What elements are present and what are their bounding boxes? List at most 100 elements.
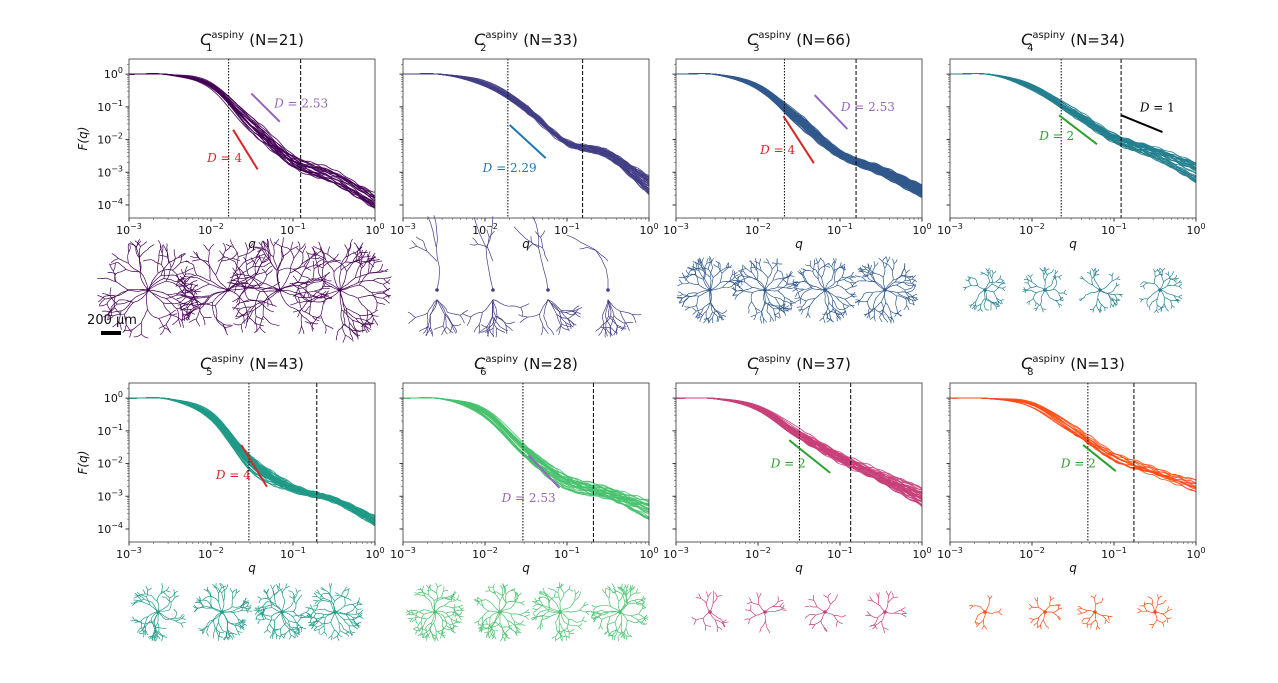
x-tick-label: 10−3 (937, 546, 963, 561)
neurite (1154, 283, 1160, 290)
neurite (569, 619, 577, 622)
neurite (781, 609, 786, 610)
neurite (271, 238, 274, 246)
neurite (992, 273, 994, 278)
neurite (473, 238, 478, 244)
neurite (708, 263, 710, 270)
neurite (832, 300, 833, 310)
data-curve (403, 74, 649, 193)
neurite (902, 613, 907, 614)
neurite (537, 606, 542, 610)
neurite (575, 596, 579, 600)
neurite (324, 617, 325, 625)
neurite (1031, 290, 1037, 293)
neurite (677, 284, 682, 286)
neurite (521, 304, 530, 308)
neurite (889, 591, 892, 596)
neurite (448, 312, 460, 315)
neurite (556, 638, 560, 640)
neurite (344, 598, 345, 606)
neurite (196, 284, 210, 290)
neurite (1113, 303, 1114, 307)
neurite (751, 315, 756, 317)
neurite (677, 295, 682, 296)
neurite (817, 607, 825, 612)
neurite (128, 252, 129, 263)
neurite (497, 592, 502, 595)
neurite (723, 310, 727, 313)
neurite (1031, 274, 1033, 277)
neurite (525, 612, 530, 613)
neurite (807, 281, 813, 289)
tick-exponent: 0 (926, 222, 931, 231)
neurite (302, 326, 304, 334)
tick-exponent: −3 (404, 546, 416, 555)
neurite (496, 316, 506, 323)
neurite (809, 599, 814, 600)
neurite (812, 624, 815, 629)
neurite (630, 616, 637, 620)
neurite (1146, 604, 1152, 605)
neuron-thumbnail (514, 217, 582, 336)
neurite (333, 636, 337, 638)
neuron-thumbnail (805, 593, 846, 631)
neurite (596, 605, 602, 607)
neurite (500, 637, 503, 641)
neurite (272, 634, 273, 639)
neurite (486, 620, 488, 625)
tick-exponent: −3 (404, 222, 416, 231)
neurite (321, 632, 325, 635)
neurite (289, 635, 291, 639)
neurite (838, 622, 843, 624)
neuron-thumbnail (130, 583, 186, 641)
neurite (753, 290, 765, 293)
neurite (784, 301, 791, 303)
neurite (222, 593, 224, 601)
neurite (559, 623, 560, 631)
neurite (462, 313, 471, 317)
neurite (324, 260, 333, 266)
neurite (291, 635, 295, 638)
neurite (244, 316, 245, 324)
neurite (175, 619, 181, 621)
neurite (301, 315, 302, 326)
neurite (827, 263, 831, 266)
neurite (992, 284, 998, 287)
neurite (537, 611, 541, 615)
neurite (231, 588, 233, 592)
neurite (293, 604, 296, 612)
neurite (230, 636, 232, 640)
neurite (444, 586, 445, 591)
neurite (358, 268, 361, 282)
neurite (357, 604, 362, 605)
title-count: (N=13) (1065, 355, 1124, 373)
neurite (313, 600, 318, 601)
neurite (617, 591, 623, 594)
neurite (544, 316, 549, 328)
neurite (414, 627, 418, 629)
neurite (253, 266, 264, 267)
neurite (770, 317, 771, 322)
neurite (1035, 598, 1038, 602)
neurite (235, 626, 238, 632)
neurite (326, 325, 333, 329)
neurite (692, 267, 697, 269)
neurite (220, 632, 225, 633)
neurite (151, 260, 161, 265)
neurite (421, 622, 422, 628)
neuron-thumbnail (692, 591, 729, 633)
neurite (340, 290, 358, 298)
neurite (271, 324, 279, 326)
neurite (436, 593, 437, 601)
slope-symbol: D (273, 96, 284, 110)
neurite (543, 588, 544, 593)
slope-reference-line (510, 125, 546, 158)
neurite (408, 312, 416, 317)
neurite (1139, 299, 1143, 300)
neurite (174, 589, 175, 594)
neurite (1149, 625, 1153, 626)
neurite (160, 328, 164, 335)
axes-frame (403, 383, 649, 542)
neurite (1157, 310, 1159, 313)
